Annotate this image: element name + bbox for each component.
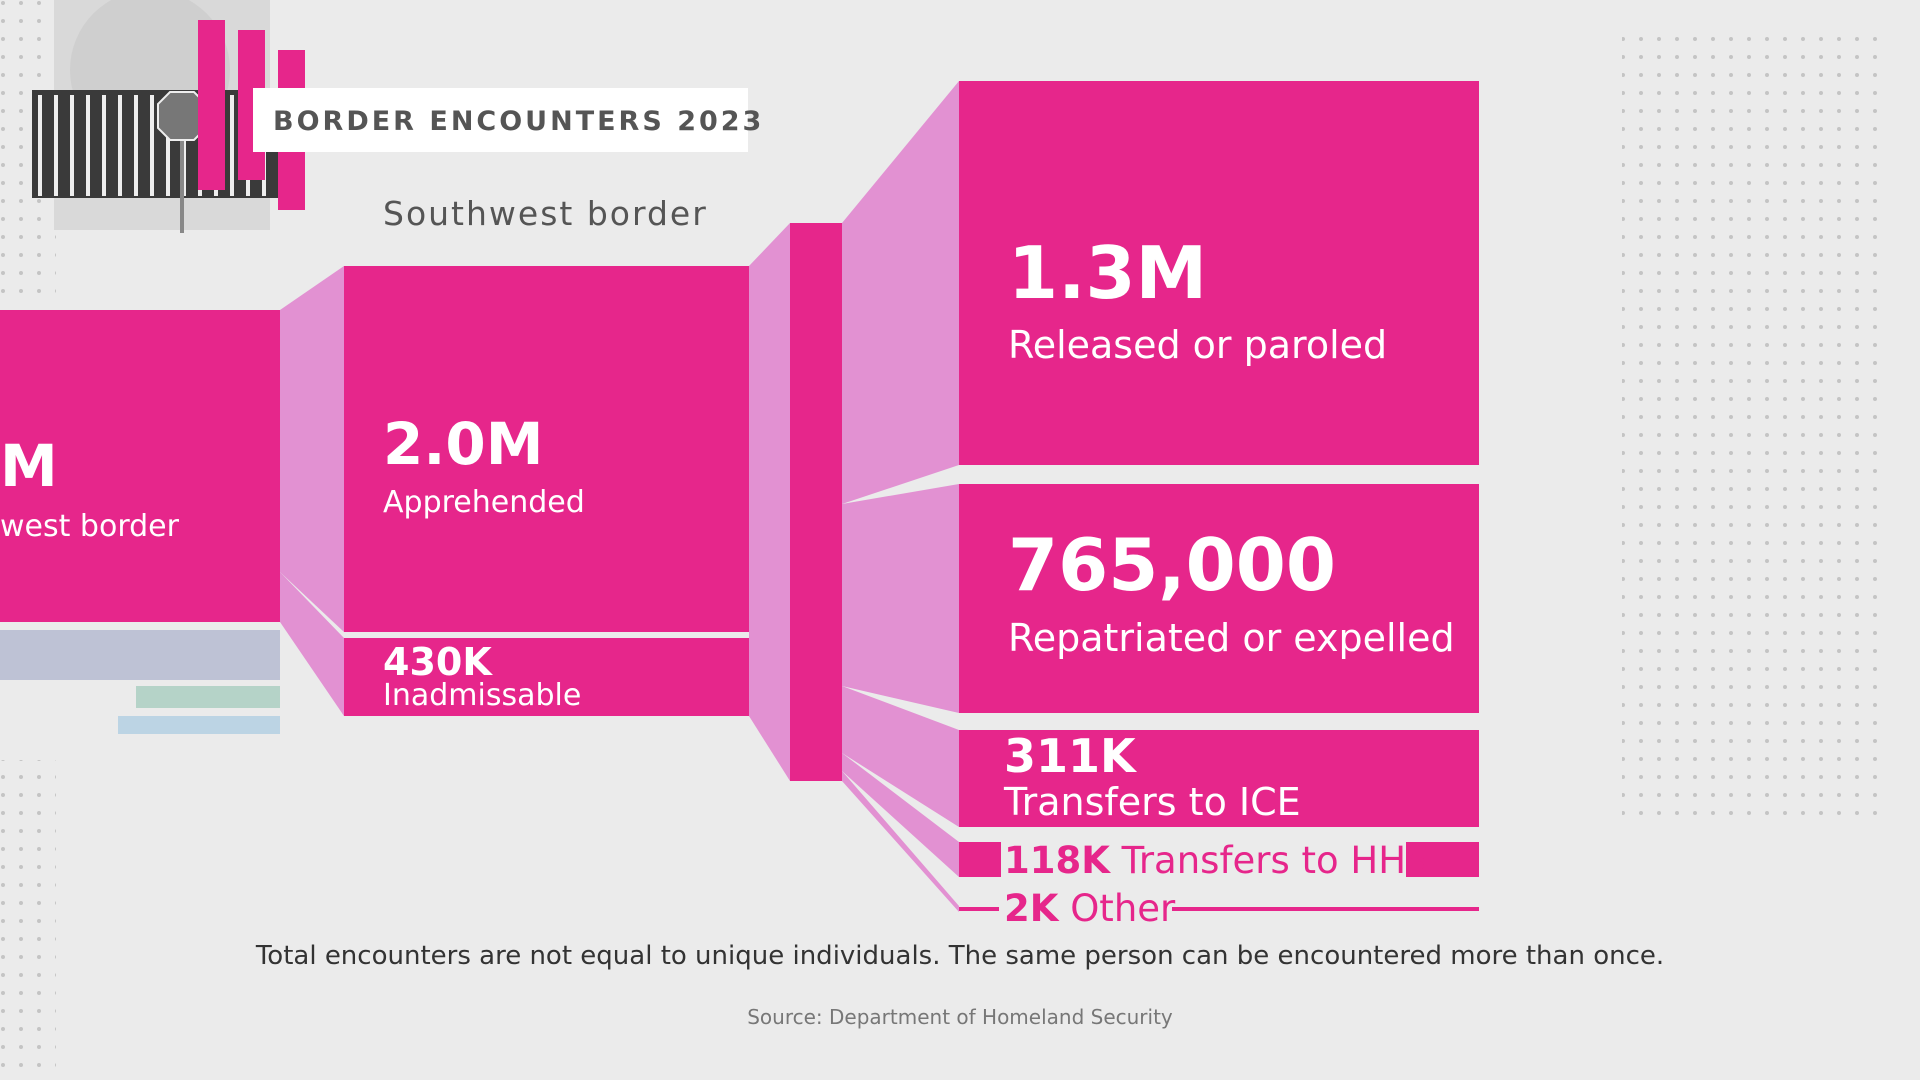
title-box [253,88,748,152]
value-label: 2K [1004,887,1060,930]
flow [842,771,959,912]
photo-collage [32,0,305,233]
node [0,310,280,622]
cropped-value: M [0,432,58,500]
node [959,81,1479,465]
node [790,223,842,781]
node [959,484,1479,713]
node-label: Transfers to ICE [1003,780,1301,824]
node [344,638,749,716]
node-label: Apprehended [383,485,585,520]
node-label: Transfers to HHS [1121,839,1430,882]
dot-pattern [1622,30,1890,820]
dot-pattern [0,760,56,1080]
node-label: Inadmissable [383,678,581,713]
node [959,842,1001,877]
value-label: 1.3M [1008,231,1207,315]
inline-label: 2K Other [1004,887,1176,930]
value-label: 311K [1004,729,1138,783]
flow [280,266,344,632]
chart-subtitle: Southwest border [383,194,708,233]
node [344,266,749,632]
value-label: 2.0M [383,410,543,478]
flow [749,223,790,781]
node [1406,842,1479,877]
value-label: 765,000 [1008,523,1336,607]
faded-bar [118,716,280,734]
node-label: Released or paroled [1008,323,1387,367]
flow [842,484,959,713]
source: Source: Department of Homeland Security [747,1005,1173,1029]
flow [842,81,959,504]
flow [280,572,344,716]
faded-bar [136,686,280,708]
node [959,730,1479,827]
faded-bar [0,630,280,680]
note: Total encounters are not equal to unique… [255,941,1664,971]
flow [842,686,959,827]
value-label: 430K [383,640,493,684]
value-label: 118K [1004,839,1111,882]
inline-label: 118K Transfers to HHS [1004,839,1430,882]
node-label: Repatriated or expelled [1008,616,1455,660]
flow [842,753,959,877]
chart-title: BORDER ENCOUNTERS 2023 [273,106,764,137]
node-label: Other [1070,887,1176,930]
cropped-label: west border [0,509,180,544]
